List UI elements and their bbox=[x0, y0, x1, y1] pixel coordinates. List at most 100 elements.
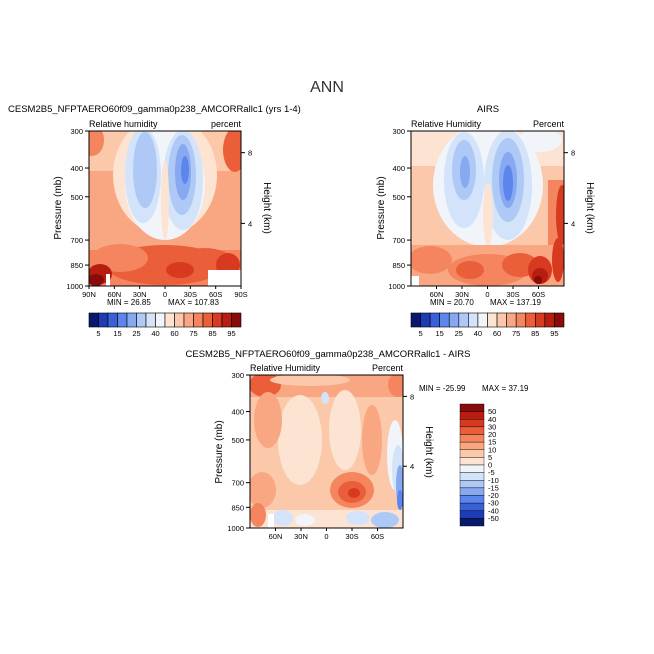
y-tick-label: 850 bbox=[70, 261, 83, 270]
y-tick-label: 300 bbox=[70, 127, 83, 136]
y-tick-label: 700 bbox=[392, 236, 405, 245]
colorbar-label: 95 bbox=[227, 329, 235, 338]
x-tick-label: 60N bbox=[430, 290, 444, 299]
y-tick-label: 400 bbox=[70, 164, 83, 173]
colorbar-swatch bbox=[202, 312, 213, 328]
y2-tick-label: 4 bbox=[248, 219, 252, 228]
colorbar-swatch bbox=[107, 312, 118, 328]
y-tick-label: 300 bbox=[392, 127, 405, 136]
obs-right-label: Percent bbox=[533, 119, 565, 129]
diff-left-label: Relative Humidity bbox=[250, 363, 321, 373]
colorbar-swatch bbox=[459, 495, 485, 504]
model-min-text: MIN = 26.85 bbox=[107, 298, 151, 307]
x-tick-label: 90S bbox=[234, 290, 247, 299]
diff-title: CESM2B5_NFPTAERO60f09_gamma0p238_AMCORRa… bbox=[186, 349, 471, 360]
diff-max-text: MAX = 37.19 bbox=[482, 384, 529, 393]
diff-field bbox=[250, 375, 403, 528]
colorbar-swatch bbox=[459, 449, 485, 458]
y-tick-label: 850 bbox=[392, 261, 405, 270]
colorbar-swatch bbox=[126, 312, 137, 328]
y2-tick-label: 8 bbox=[410, 392, 414, 401]
x-tick-label: 0 bbox=[324, 532, 328, 541]
x-tick-label: 60N bbox=[107, 290, 121, 299]
model-max-text: MAX = 107.83 bbox=[168, 298, 219, 307]
colorbar-swatch bbox=[459, 441, 485, 450]
panel-diff: CESM2B5_NFPTAERO60f09_gamma0p238_AMCORRa… bbox=[186, 349, 530, 541]
model-y2label: Height (km) bbox=[261, 182, 272, 234]
colorbar-swatch bbox=[459, 487, 485, 496]
colorbar-label: 25 bbox=[132, 329, 140, 338]
colorbar-swatch bbox=[193, 312, 204, 328]
figure-title: ANN bbox=[310, 79, 344, 96]
colorbar-label: 20 bbox=[488, 430, 496, 439]
x-tick-label: 30N bbox=[133, 290, 147, 299]
obs-title: AIRS bbox=[477, 104, 499, 115]
colorbar-swatch bbox=[164, 312, 175, 328]
colorbar-label: 40 bbox=[151, 329, 159, 338]
y-tick-label: 700 bbox=[231, 479, 244, 488]
colorbar-swatch bbox=[231, 312, 242, 328]
x-tick-label: 0 bbox=[485, 290, 489, 299]
colorbar-label: 60 bbox=[493, 329, 501, 338]
colorbar-label: 15 bbox=[436, 329, 444, 338]
y-tick-label: 300 bbox=[231, 371, 244, 380]
colorbar-swatch bbox=[155, 312, 166, 328]
colorbar-label: 75 bbox=[512, 329, 520, 338]
colorbar-label: 30 bbox=[488, 422, 496, 431]
colorbar-label: -30 bbox=[488, 499, 499, 508]
colorbar-swatch bbox=[212, 312, 223, 328]
colorbar-label: 40 bbox=[488, 415, 496, 424]
x-tick-label: 60S bbox=[532, 290, 545, 299]
x-tick-label: 30S bbox=[345, 532, 358, 541]
y2-tick-label: 4 bbox=[410, 462, 414, 471]
colorbar-label: 85 bbox=[531, 329, 539, 338]
obs-ylabel: Pressure (mb) bbox=[376, 176, 387, 239]
colorbar-swatch bbox=[221, 312, 232, 328]
colorbar-swatch bbox=[429, 312, 440, 328]
colorbar-swatch bbox=[459, 457, 485, 466]
x-tick-label: 0 bbox=[163, 290, 167, 299]
x-tick-label: 30N bbox=[455, 290, 469, 299]
x-tick-label: 90N bbox=[82, 290, 96, 299]
colorbar-swatch bbox=[459, 518, 485, 527]
colorbar-label: 10 bbox=[488, 445, 496, 454]
obs-axes: 300 400 500 700 850 1000 60N 30N 0 30S 60S 8 4 bbox=[388, 127, 575, 299]
panel-model: CESM2B5_NFPTAERO60f09_gamma0p238_AMCORRa… bbox=[8, 104, 301, 307]
diff-y2label: Height (km) bbox=[423, 426, 434, 478]
colorbar-swatch bbox=[459, 502, 485, 511]
diff-axes: 300 400 500 700 850 1000 60N 30N 0 30S 60S 8 4 bbox=[227, 371, 414, 541]
colorbar-swatch bbox=[448, 312, 460, 328]
colorbar-label: 5 bbox=[96, 329, 100, 338]
colorbar-swatch bbox=[145, 312, 156, 328]
colorbar-swatch bbox=[468, 312, 479, 328]
colorbar-label: -5 bbox=[488, 468, 495, 477]
colorbar-swatch bbox=[458, 312, 469, 328]
colorbar-label: 85 bbox=[208, 329, 216, 338]
rh-colorbar-model: 5 15 25 40 60 75 85 95 bbox=[88, 312, 242, 338]
colorbar-swatch bbox=[459, 480, 485, 489]
x-tick-label: 60N bbox=[269, 532, 283, 541]
colorbar-swatch bbox=[477, 312, 488, 328]
model-title: CESM2B5_NFPTAERO60f09_gamma0p238_AMCORRa… bbox=[8, 104, 301, 115]
y2-tick-label: 8 bbox=[571, 149, 575, 158]
model-field bbox=[89, 131, 241, 286]
y-tick-label: 500 bbox=[231, 436, 244, 445]
colorbar-swatch bbox=[459, 411, 485, 420]
colorbar-swatch bbox=[183, 312, 194, 328]
obs-max-text: MAX = 137.19 bbox=[490, 298, 541, 307]
y-tick-label: 400 bbox=[231, 408, 244, 417]
obs-left-label: Relative Humidity bbox=[411, 119, 482, 129]
colorbar-swatch bbox=[525, 312, 536, 328]
y2-tick-label: 8 bbox=[248, 149, 252, 158]
colorbar-label: -10 bbox=[488, 476, 499, 485]
colorbar-label: 60 bbox=[170, 329, 178, 338]
model-right-label: percent bbox=[211, 119, 242, 129]
colorbar-label: 40 bbox=[474, 329, 482, 338]
colorbar-swatch bbox=[459, 426, 485, 435]
diff-ylabel: Pressure (mb) bbox=[214, 420, 225, 483]
y-tick-label: 400 bbox=[392, 164, 405, 173]
y-tick-label: 1000 bbox=[388, 282, 405, 291]
y-tick-label: 1000 bbox=[66, 282, 83, 291]
colorbar-label: 5 bbox=[418, 329, 422, 338]
panel-obs: AIRS Relative Humidity Percent bbox=[376, 104, 595, 307]
